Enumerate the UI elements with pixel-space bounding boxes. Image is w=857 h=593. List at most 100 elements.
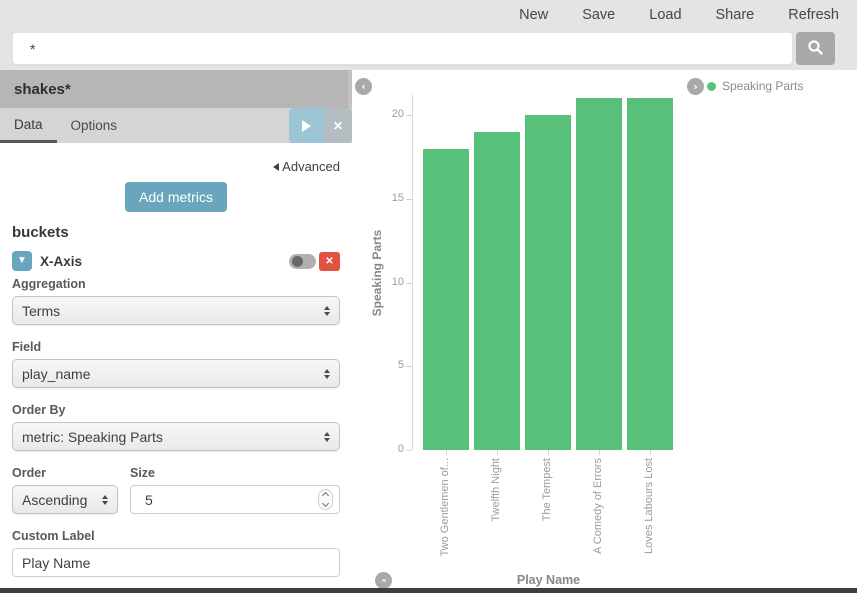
nav-share[interactable]: Share — [715, 7, 755, 23]
app-nav: New Save Load Share Refresh — [0, 0, 857, 23]
nav-save[interactable]: Save — [582, 7, 616, 23]
bucket-xaxis-row: ▼ X-Axis ✕ — [12, 251, 340, 271]
editor-tabs: Data Options ✕ — [0, 108, 352, 143]
aggregation-select[interactable]: Terms — [12, 296, 340, 325]
x-tick — [548, 450, 549, 455]
order-by-value: metric: Speaking Parts — [22, 428, 163, 445]
select-arrows-icon — [324, 431, 330, 442]
x-category-label: The Tempest — [541, 458, 553, 522]
tab-options[interactable]: Options — [70, 118, 118, 133]
vis-editor-sidebar: shakes* Data Options ✕ Advanced Add metr… — [0, 70, 352, 588]
field-value: play_name — [22, 365, 91, 382]
bucket-type-label: X-Axis — [40, 253, 83, 269]
y-tick — [406, 450, 412, 451]
field-label: Field — [12, 340, 42, 354]
aggregation-group: Aggregation Terms — [12, 277, 340, 325]
nav-load[interactable]: Load — [649, 7, 682, 23]
close-icon: ✕ — [325, 255, 334, 267]
x-category-label: Loves Labours Lost — [643, 458, 655, 555]
legend: Speaking Parts — [707, 79, 803, 93]
chevron-left-icon: ‹ — [361, 80, 366, 93]
top-bar: New Save Load Share Refresh — [0, 0, 857, 70]
index-pattern-header: shakes* — [0, 70, 352, 108]
sidebar-scrollbar[interactable] — [348, 70, 352, 108]
chevron-down-icon[interactable]: ▼ — [12, 251, 32, 271]
size-label: Size — [130, 466, 156, 480]
size-input[interactable] — [130, 485, 340, 514]
custom-label-label: Custom Label — [12, 529, 95, 543]
advanced-toggle-top[interactable]: Advanced — [12, 159, 340, 174]
buckets-heading: buckets — [12, 224, 69, 241]
custom-label-group: Custom Label — [12, 529, 340, 577]
y-axis-line — [412, 95, 413, 450]
y-axis-title: Speaking Parts — [370, 229, 384, 316]
order-size-row: Order Ascending Size — [12, 466, 340, 514]
add-metrics-button[interactable]: Add metrics — [125, 182, 227, 212]
editor-form: Advanced Add metrics buckets ▼ X-Axis ✕ … — [0, 143, 352, 593]
x-axis-title: Play Name — [516, 573, 581, 587]
query-input[interactable] — [12, 32, 793, 65]
bar[interactable] — [627, 98, 673, 450]
order-group: Order Ascending — [12, 466, 118, 514]
legend-color-dot — [707, 81, 716, 91]
order-select[interactable]: Ascending — [12, 485, 118, 514]
y-tick-label: 0 — [397, 443, 404, 455]
select-arrows-icon — [324, 305, 330, 316]
x-category-label: Twelfth Night — [490, 458, 502, 522]
close-icon: ✕ — [332, 118, 344, 133]
visualization-panel: ‹ › Speaking Parts › 0 5 10 15 20 Two Gentlem… — [352, 70, 857, 589]
bucket-enable-toggle[interactable] — [289, 253, 316, 269]
triangle-left-icon — [273, 162, 280, 171]
bar[interactable] — [576, 98, 622, 450]
tab-data[interactable]: Data — [0, 108, 57, 143]
y-tick — [406, 198, 412, 200]
select-arrows-icon — [324, 368, 330, 379]
aggregation-label: Aggregation — [12, 277, 86, 291]
nav-refresh[interactable]: Refresh — [788, 7, 839, 23]
legend-label[interactable]: Speaking Parts — [722, 79, 804, 93]
advanced-label: Advanced — [282, 159, 340, 174]
index-pattern-title: shakes* — [14, 80, 71, 98]
x-tick — [497, 450, 498, 455]
aggregation-value: Terms — [22, 302, 61, 319]
discard-changes-button[interactable]: ✕ — [324, 108, 352, 143]
order-by-group: Order By metric: Speaking Parts — [12, 403, 340, 451]
order-value: Ascending — [22, 491, 88, 508]
y-tick-label: 5 — [397, 359, 404, 372]
collapse-sidebar-button[interactable]: ‹ — [355, 78, 372, 95]
editor-actions: ✕ — [289, 108, 352, 143]
order-by-label: Order By — [12, 403, 66, 417]
spy-panel-button[interactable]: › — [375, 572, 392, 589]
remove-bucket-button[interactable]: ✕ — [319, 251, 340, 271]
y-tick-label: 15 — [391, 191, 404, 204]
y-tick — [406, 115, 412, 117]
bottom-border-bar — [0, 588, 857, 593]
x-category-label: Two Gentlemen of... — [439, 458, 451, 557]
x-tick — [650, 450, 651, 455]
chevron-right-icon: › — [693, 80, 698, 93]
select-arrows-icon — [102, 494, 108, 505]
x-tick — [599, 450, 600, 455]
legend-toggle-button[interactable]: › — [687, 78, 704, 95]
nav-new[interactable]: New — [519, 7, 549, 23]
bar[interactable] — [525, 115, 571, 450]
field-select[interactable]: play_name — [12, 359, 340, 388]
apply-changes-button[interactable] — [289, 108, 324, 143]
chevron-up-icon: › — [376, 578, 390, 583]
y-tick — [406, 282, 412, 284]
toggle-knob — [292, 255, 303, 267]
field-group: Field play_name — [12, 340, 340, 388]
search-button[interactable] — [796, 32, 835, 65]
bar[interactable] — [423, 148, 469, 450]
size-group: Size — [130, 466, 340, 514]
y-tick-label: 10 — [391, 275, 404, 288]
number-stepper-icon[interactable] — [318, 489, 333, 510]
x-tick — [446, 450, 447, 455]
y-tick — [406, 366, 412, 368]
x-category-label: A Comedy of Errors — [592, 458, 604, 554]
order-by-select[interactable]: metric: Speaking Parts — [12, 422, 340, 451]
bar[interactable] — [474, 131, 520, 450]
y-tick-label: 20 — [391, 108, 404, 121]
custom-label-input[interactable] — [12, 548, 340, 577]
